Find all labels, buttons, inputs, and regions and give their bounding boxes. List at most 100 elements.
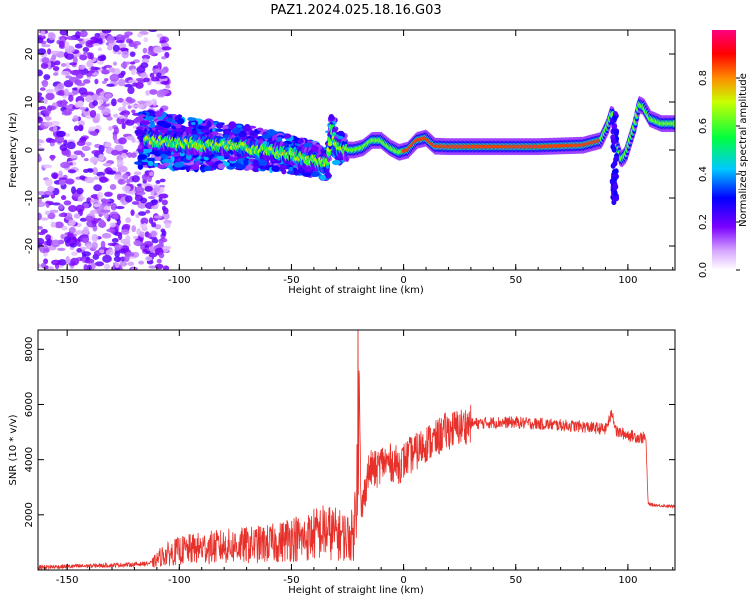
spectrogram-cell	[612, 160, 618, 167]
spectrogram-cell	[84, 91, 95, 96]
spectrogram-cell	[127, 261, 135, 266]
spectrogram-cell	[67, 104, 73, 110]
spectrogram-cell	[92, 100, 99, 107]
spectrogram-cell	[159, 89, 170, 95]
spectrogram-cell	[176, 117, 185, 125]
spectrogram-cell	[47, 212, 56, 220]
spectrogram-cell	[121, 50, 129, 59]
spectrogram-cell	[76, 187, 84, 195]
spectrogram-cell	[101, 69, 110, 75]
snr-xtick-label: -50	[283, 575, 299, 586]
spectrogram-cell	[74, 43, 83, 49]
spectrogram-cell	[305, 173, 311, 177]
spectrogram-cell	[68, 154, 79, 159]
spectrogram-cell	[157, 164, 166, 169]
spectrogram-cell	[155, 180, 161, 184]
spectrogram-cell	[159, 153, 169, 159]
spectrogram-cell	[38, 263, 42, 269]
figure-title: PAZ1.2024.025.18.16.G03	[270, 3, 441, 18]
spectrogram-cell	[125, 119, 135, 126]
spectrogram-cell	[60, 63, 67, 67]
spectrogram-cell	[38, 191, 46, 196]
spectrogram-xtick-label: -50	[283, 275, 299, 286]
spectrogram-cell	[153, 46, 163, 54]
spectrogram-cell	[111, 237, 119, 243]
spectrogram-cell	[68, 226, 76, 234]
spectrogram-cell	[131, 138, 136, 143]
spectrogram-cell	[51, 259, 61, 266]
spectrogram-cell	[73, 125, 79, 132]
spectrogram-cell	[98, 98, 104, 106]
spectrogram-cell	[211, 131, 219, 136]
spectrogram-cell	[304, 166, 313, 172]
spectrogram-cell	[154, 155, 162, 161]
spectrogram-cell	[104, 211, 109, 220]
spectrogram-cell	[121, 185, 131, 192]
spectrogram-cell	[72, 115, 79, 122]
spectrogram-ytick-label: -20	[24, 238, 35, 254]
spectrogram-cell	[151, 222, 157, 228]
spectrogram-cell	[60, 71, 71, 76]
spectrogram-cell	[52, 66, 60, 71]
spectrogram-cell	[101, 66, 107, 70]
spectrogram-cell	[138, 260, 145, 265]
spectrogram-cell	[38, 226, 43, 230]
spectrogram-cell	[64, 41, 70, 50]
spectrogram-cell	[140, 217, 149, 225]
spectrogram-cell	[51, 239, 61, 248]
spectrogram-cell	[117, 50, 122, 55]
spectrogram-cell	[115, 34, 124, 42]
spectrogram-cell	[331, 159, 341, 166]
spectrogram-cell	[614, 195, 620, 202]
spectrogram-cell	[104, 192, 113, 197]
spectrogram-cell	[217, 163, 225, 170]
spectrogram-xtick-label: 50	[509, 275, 522, 286]
spectrogram-cell	[118, 137, 127, 145]
spectrogram-cell	[148, 253, 158, 258]
spectrogram-cell	[79, 136, 87, 142]
spectrogram-cell	[149, 246, 155, 253]
snr-ytick-label: 8000	[24, 337, 35, 362]
spectrogram-cell	[51, 172, 59, 179]
spectrogram-cell	[129, 51, 136, 57]
spectrogram-cell	[60, 161, 71, 169]
spectrogram-cell	[122, 173, 129, 180]
spectrogram-cell	[49, 209, 59, 214]
spectrogram-cell	[258, 159, 268, 166]
spectrogram-cell	[139, 197, 148, 204]
spectrogram-cell	[100, 198, 107, 203]
spectrogram-cell	[153, 162, 159, 168]
spectrogram-cell	[89, 109, 97, 118]
spectrogram-cell	[69, 242, 77, 248]
spectrogram-cell	[113, 174, 123, 181]
spectrogram-cell	[89, 130, 98, 136]
spectrogram-cell	[148, 217, 154, 224]
spectrogram-cell	[200, 164, 205, 170]
spectrogram-cell	[147, 195, 156, 200]
spectrogram-cell	[38, 154, 41, 162]
spectrogram-cell	[151, 205, 159, 210]
snr-ticks: -150 -100 -50 0 50 100 2000 4000 6000 8000	[24, 330, 675, 586]
spectrogram-cell	[61, 110, 72, 116]
spectrogram-cell	[101, 80, 107, 85]
spectrogram-cell	[613, 129, 619, 136]
spectrogram-cell	[148, 122, 156, 129]
spectrogram-cell	[297, 138, 304, 144]
spectrogram-cell	[130, 61, 136, 65]
spectrogram-cell	[99, 176, 108, 183]
spectrogram-cell	[61, 99, 68, 108]
spectrogram-cell	[175, 123, 181, 129]
spectrogram-cell	[122, 223, 131, 230]
spectrogram-xtick-label: -150	[56, 275, 79, 286]
spectrogram-cell	[223, 128, 230, 135]
spectrogram-cell	[43, 258, 49, 265]
spectrogram-cell	[125, 195, 133, 203]
spectrogram-ytick-label: 0	[24, 147, 35, 153]
spectrogram-cell	[77, 197, 83, 202]
spectrogram-cell	[100, 209, 111, 213]
spectrogram-cell	[81, 251, 92, 257]
spectrogram-cell	[153, 65, 159, 69]
spectrogram-cell	[136, 33, 143, 38]
spectrogram-cell	[136, 126, 144, 131]
spectrogram-cell	[235, 164, 246, 170]
